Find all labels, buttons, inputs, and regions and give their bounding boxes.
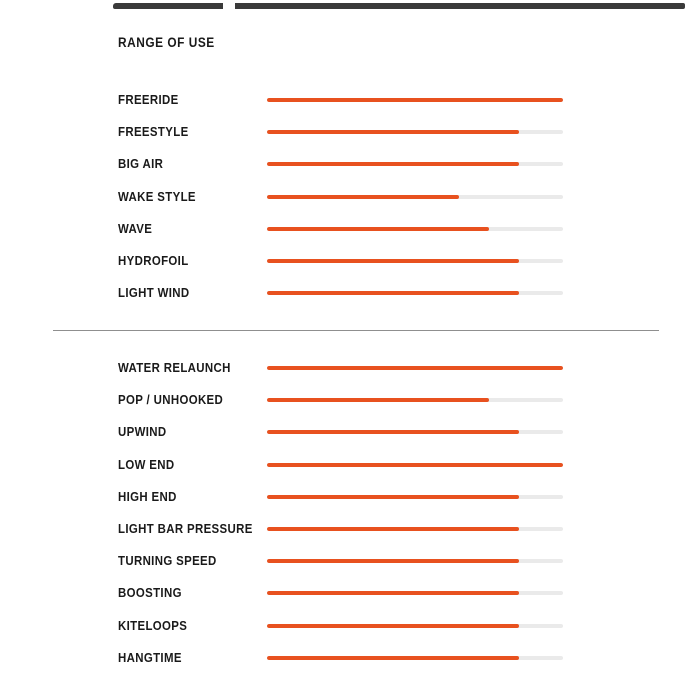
row-label-cell: BOOSTING xyxy=(118,584,267,602)
row-label: UPWIND xyxy=(118,424,167,440)
usage-bar-fill xyxy=(267,591,519,596)
row-label-cell: LIGHT BAR PRESSURE xyxy=(118,520,267,538)
chart-row: BOOSTING xyxy=(118,577,578,609)
usage-bar-fill xyxy=(267,291,519,296)
row-label-cell: HYDROFOIL xyxy=(118,252,267,270)
chart-row: LOW END xyxy=(118,449,578,481)
usage-bar-track xyxy=(267,226,563,231)
usage-bar-fill xyxy=(267,494,519,499)
row-label-cell: FREESTYLE xyxy=(118,123,267,141)
row-label: HIGH END xyxy=(118,488,177,504)
usage-bar-fill xyxy=(267,430,519,435)
usage-bar-fill xyxy=(267,623,519,628)
row-label-cell: HIGH END xyxy=(118,488,267,506)
row-label-cell: TURNING SPEED xyxy=(118,552,267,570)
usage-bar-track xyxy=(267,291,563,296)
usage-bar-fill xyxy=(267,226,489,231)
row-label-cell: WAVE xyxy=(118,220,267,238)
usage-bar-track xyxy=(267,366,563,371)
usage-bar-fill xyxy=(267,162,519,167)
usage-bar-track xyxy=(267,559,563,564)
usage-bar-fill xyxy=(267,366,563,371)
row-label-cell: KITELOOPS xyxy=(118,617,267,635)
usage-bar-track xyxy=(267,494,563,499)
chart-row: WAKE STYLE xyxy=(118,181,578,213)
usage-bar-fill xyxy=(267,98,563,103)
chart-row: FREERIDE xyxy=(118,84,578,116)
usage-bar-fill xyxy=(267,655,519,660)
usage-bar-track xyxy=(267,398,563,403)
top-crop-bar-segment xyxy=(113,3,223,9)
usage-bar-track xyxy=(267,194,563,199)
chart-row: LIGHT BAR PRESSURE xyxy=(118,513,578,545)
row-label: BOOSTING xyxy=(118,585,182,601)
row-label: HANGTIME xyxy=(118,649,182,665)
chart-row: UPWIND xyxy=(118,416,578,448)
chart-row: KITELOOPS xyxy=(118,610,578,642)
row-label: LIGHT WIND xyxy=(118,285,190,301)
page-title: RANGE OF USE xyxy=(118,35,215,50)
row-label: TURNING SPEED xyxy=(118,553,217,569)
top-crop-bar-segment xyxy=(235,3,685,9)
row-label-cell: HANGTIME xyxy=(118,649,267,667)
chart-row: WAVE xyxy=(118,213,578,245)
row-label: LIGHT BAR PRESSURE xyxy=(118,521,253,537)
row-label: WAVE xyxy=(118,220,153,236)
usage-bar-fill xyxy=(267,259,519,264)
chart-row: FREESTYLE xyxy=(118,116,578,148)
usage-bar-track xyxy=(267,623,563,628)
chart-row: HANGTIME xyxy=(118,642,578,674)
usage-bar-fill xyxy=(267,398,489,403)
usage-bar-fill xyxy=(267,559,519,564)
chart-row: HYDROFOIL xyxy=(118,245,578,277)
usage-bar-track xyxy=(267,527,563,532)
usage-bar-fill xyxy=(267,194,460,199)
row-label-cell: LIGHT WIND xyxy=(118,284,267,302)
usage-bar-track xyxy=(267,130,563,135)
usage-bar-fill xyxy=(267,462,563,467)
row-label: WAKE STYLE xyxy=(118,188,196,204)
usage-bar-track xyxy=(267,162,563,167)
row-label-cell: FREERIDE xyxy=(118,91,267,109)
chart-row: TURNING SPEED xyxy=(118,545,578,577)
row-label: HYDROFOIL xyxy=(118,253,189,269)
chart-row: HIGH END xyxy=(118,481,578,513)
row-label: BIG AIR xyxy=(118,156,164,172)
row-label-cell: POP / UNHOOKED xyxy=(118,391,267,409)
usage-bar-track xyxy=(267,259,563,264)
row-label-cell: WAKE STYLE xyxy=(118,188,267,206)
usage-bar-track xyxy=(267,430,563,435)
row-label: POP / UNHOOKED xyxy=(118,392,224,408)
usage-bar-fill xyxy=(267,130,519,135)
row-label-cell: UPWIND xyxy=(118,423,267,441)
row-label: KITELOOPS xyxy=(118,617,188,633)
row-label: LOW END xyxy=(118,456,175,472)
row-label-cell: BIG AIR xyxy=(118,155,267,173)
usage-bar-track xyxy=(267,462,563,467)
section-disciplines: FREERIDE FREESTYLE BIG AIR WAKE STYLE WA xyxy=(118,84,578,309)
section-performance: WATER RELAUNCH POP / UNHOOKED UPWIND LOW… xyxy=(118,352,578,674)
usage-bar-track xyxy=(267,591,563,596)
usage-bar-fill xyxy=(267,527,519,532)
row-label-cell: LOW END xyxy=(118,456,267,474)
usage-bar-track xyxy=(267,655,563,660)
row-label: FREERIDE xyxy=(118,92,179,108)
chart-row: BIG AIR xyxy=(118,148,578,180)
section-divider xyxy=(53,330,659,331)
row-label-cell: WATER RELAUNCH xyxy=(118,359,267,377)
chart-row: POP / UNHOOKED xyxy=(118,384,578,416)
row-label: FREESTYLE xyxy=(118,124,189,140)
usage-bar-track xyxy=(267,98,563,103)
row-label: WATER RELAUNCH xyxy=(118,360,231,376)
chart-row: WATER RELAUNCH xyxy=(118,352,578,384)
chart-row: LIGHT WIND xyxy=(118,277,578,309)
